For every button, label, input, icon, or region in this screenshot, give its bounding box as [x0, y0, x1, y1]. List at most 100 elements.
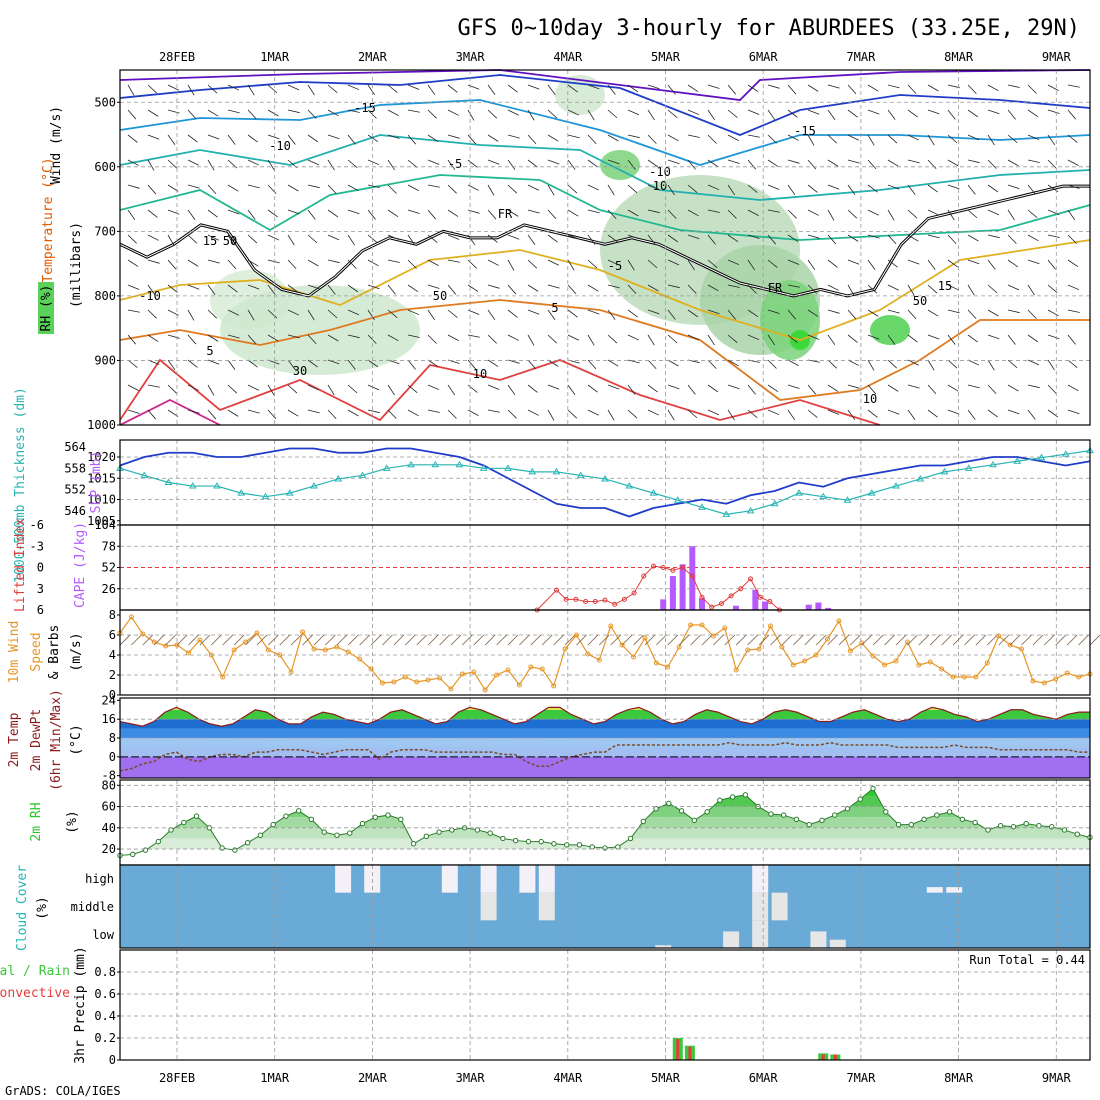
- precip-panel: 0.8 0.6 0.4 0.2 0 Run Total = 0.44 3hr Precip …: [0, 946, 1091, 1067]
- wind-barb: [167, 309, 179, 316]
- wind-barb: [587, 259, 598, 269]
- upper-air-contours: -15-15-10-10-51050FRFR-10-55510101515505…: [119, 69, 1091, 426]
- wind-barb-10m: [199, 634, 211, 646]
- wind-barb: [987, 109, 1000, 115]
- thickness-point: [407, 460, 415, 468]
- thickness-point: [334, 474, 343, 482]
- wind-barb: [627, 84, 639, 93]
- y-tick-label: 40: [102, 821, 116, 835]
- wind-speed-point: [254, 630, 260, 636]
- wind-barb: [747, 334, 760, 341]
- wind-barb: [807, 134, 815, 146]
- wind-barb: [187, 359, 198, 368]
- wind-barb: [247, 234, 258, 244]
- wind-barb: [647, 259, 658, 269]
- lifted-index-point: [709, 604, 715, 610]
- wind-barb: [327, 209, 339, 218]
- wind-barb: [127, 184, 140, 189]
- y-tick-label: 24: [102, 693, 116, 707]
- wind-speed-point: [996, 633, 1002, 639]
- wind-barb: [1067, 184, 1080, 189]
- wind-barb: [767, 209, 780, 213]
- wind-barb: [807, 284, 817, 294]
- wind-barb: [767, 384, 779, 393]
- wind-barb-10m: [872, 634, 884, 646]
- rh-point: [372, 814, 378, 820]
- wind-barb: [567, 384, 576, 395]
- wind-speed-point: [950, 674, 956, 680]
- thickness-point: [1013, 457, 1022, 464]
- wind-barb: [1027, 334, 1039, 343]
- cloud-high-bar: [441, 865, 458, 893]
- wind-barb: [447, 334, 459, 341]
- wind-barb: [967, 309, 977, 320]
- wind-barb: [1067, 359, 1078, 369]
- wind-barb: [267, 259, 280, 264]
- contour-label: 30: [293, 364, 307, 378]
- wind-barb: [347, 259, 357, 269]
- rh-point: [883, 809, 889, 815]
- wind-barb: [807, 309, 819, 317]
- isotherm-line: [119, 358, 881, 426]
- upper-air-frame: [119, 69, 1091, 426]
- wind-barb-10m: [1055, 634, 1067, 646]
- wind-barb: [227, 384, 238, 394]
- wind-barb: [147, 109, 159, 117]
- wind-barb: [907, 284, 915, 296]
- cloud-low-bar: [810, 931, 827, 948]
- slp-line: [119, 447, 1091, 518]
- wind-speed-point: [140, 631, 146, 637]
- wind-barb: [507, 84, 518, 93]
- wind-barb-10m: [439, 634, 450, 646]
- wind-barb: [487, 384, 500, 390]
- wind-barb: [667, 384, 680, 390]
- date-label-top: 7MAR: [846, 50, 876, 64]
- cloud-high-bar: [752, 865, 769, 893]
- wind-barb: [747, 184, 758, 193]
- rh-point: [870, 785, 876, 792]
- wind-barb: [767, 309, 780, 314]
- wind-barb: [487, 234, 498, 243]
- thickness-point: [188, 482, 197, 489]
- rh-point: [793, 816, 800, 823]
- rh-point: [244, 839, 251, 846]
- wind-barb: [327, 159, 335, 171]
- wind-barb: [307, 134, 319, 143]
- cape-bar: [762, 601, 769, 610]
- wind-barb: [787, 284, 800, 288]
- wind-barb: [787, 234, 799, 242]
- wind-barb: [147, 84, 158, 94]
- wind-barb: [127, 209, 136, 221]
- wind-speed-point: [813, 652, 819, 658]
- wind-barb: [727, 184, 736, 196]
- wind-barb: [507, 159, 516, 170]
- wind-speed-point: [300, 629, 306, 635]
- wind-barb: [127, 259, 139, 267]
- lifted-index-point: [641, 573, 647, 579]
- rh-point: [946, 809, 953, 815]
- wind-barb: [327, 284, 336, 295]
- wind-barb: [527, 284, 539, 292]
- rh-point: [615, 844, 621, 850]
- lifted-index-point: [602, 597, 608, 603]
- wind-barb-10m: [233, 634, 245, 646]
- isotherm-line: [119, 299, 1090, 401]
- wind-barb: [727, 334, 738, 344]
- wind-barb: [367, 84, 376, 96]
- wind-barb-10m: [416, 634, 427, 646]
- wind-barb-10m: [325, 634, 336, 646]
- wind-speed-point: [357, 656, 363, 662]
- wind-barb: [527, 134, 537, 145]
- wind-barb-10m: [1089, 634, 1100, 646]
- rh-point: [142, 847, 149, 853]
- wind-barb: [367, 134, 379, 143]
- wind-barb: [347, 109, 360, 113]
- wind-speed-point: [551, 683, 557, 689]
- wind-barb: [507, 109, 519, 116]
- wind-barb: [887, 84, 900, 89]
- wind-barb: [687, 234, 700, 240]
- wind-barb: [627, 134, 640, 139]
- wind-barb: [907, 334, 918, 343]
- wind-speed-point: [437, 675, 443, 681]
- wind-barb: [847, 84, 857, 95]
